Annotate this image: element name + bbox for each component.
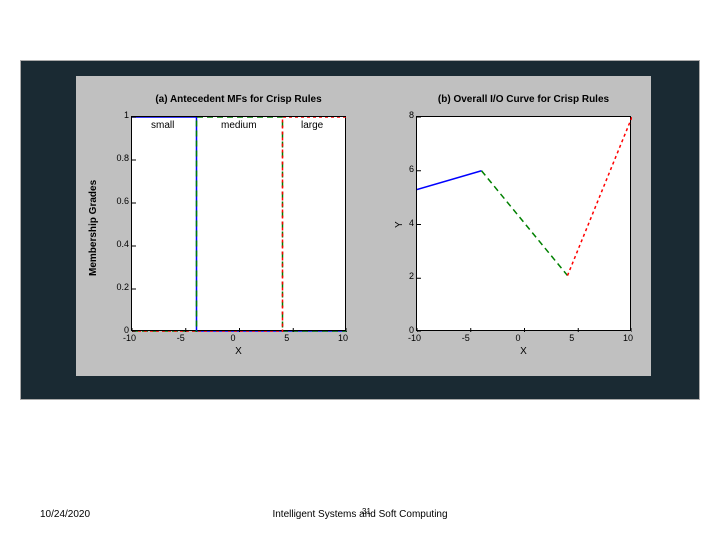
chart-a-svg: [132, 117, 347, 332]
ytick-label: 1: [109, 110, 129, 120]
legend-large: large: [301, 120, 323, 131]
ytick-label: 6: [394, 164, 414, 174]
chart-a-title: (a) Antecedent MFs for Crisp Rules: [131, 94, 346, 105]
chart-b-title: (b) Overall I/O Curve for Crisp Rules: [416, 94, 631, 105]
ytick-label: 0.2: [109, 282, 129, 292]
xtick-label: -5: [462, 333, 470, 343]
legend-small: small: [151, 120, 174, 131]
xtick-label: 0: [231, 333, 236, 343]
chart-a-ylabel: Membership Grades: [88, 180, 99, 276]
ytick-label: 0: [394, 325, 414, 335]
xtick-label: 5: [569, 333, 574, 343]
xtick-label: 0: [516, 333, 521, 343]
legend-medium: medium: [221, 120, 257, 131]
subplot-b: [416, 116, 631, 331]
chart-a-xlabel: X: [131, 346, 346, 357]
page-number: 31: [362, 507, 371, 516]
ytick-label: 0.4: [109, 239, 129, 249]
subplot-a: [131, 116, 346, 331]
ytick-label: 4: [394, 218, 414, 228]
ytick-label: 0.6: [109, 196, 129, 206]
xtick-label: 5: [284, 333, 289, 343]
xtick-label: 10: [338, 333, 348, 343]
footer-title: Intelligent Systems and Soft Computing: [0, 509, 720, 520]
ytick-label: 2: [394, 271, 414, 281]
chart-b-svg: [417, 117, 632, 332]
ytick-label: 0: [109, 325, 129, 335]
figure-panel: (a) Antecedent MFs for Crisp Rules (b) O…: [76, 76, 651, 376]
xtick-label: 10: [623, 333, 633, 343]
chart-b-xlabel: X: [416, 346, 631, 357]
slide-dark-frame: (a) Antecedent MFs for Crisp Rules (b) O…: [20, 60, 700, 400]
ytick-label: 8: [394, 110, 414, 120]
ytick-label: 0.8: [109, 153, 129, 163]
xtick-label: -5: [177, 333, 185, 343]
